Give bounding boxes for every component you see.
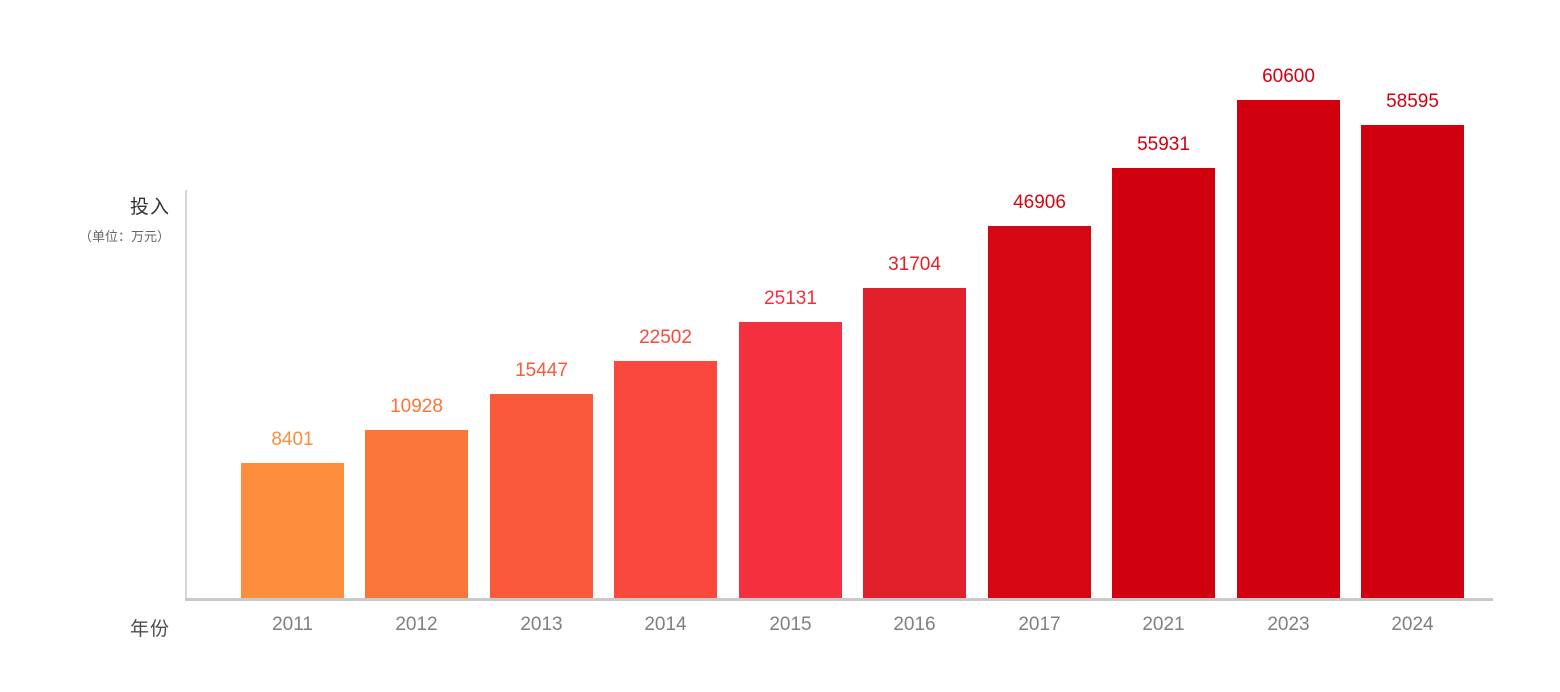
bar-value-label: 8401 <box>271 429 314 450</box>
x-tick-label: 2015 <box>769 614 812 635</box>
x-tick-label: 2011 <box>272 614 313 635</box>
bar-value-label: 46906 <box>1013 192 1066 213</box>
y-axis-unit-label: （单位：万元） <box>78 229 170 244</box>
y-axis-title-block: 投入 （单位：万元） <box>58 192 170 245</box>
bar-2014 <box>614 361 717 598</box>
bar-2012 <box>365 430 468 598</box>
bar-2017 <box>988 226 1091 598</box>
x-axis-line <box>185 598 1493 601</box>
y-axis-line <box>185 190 187 599</box>
bar-2013 <box>490 394 593 598</box>
y-axis-title: 投入 <box>129 197 170 218</box>
bar-2021 <box>1112 168 1215 598</box>
bar-2011 <box>241 463 344 598</box>
x-tick-label: 2016 <box>893 614 936 635</box>
bar-2015 <box>739 322 842 598</box>
bar-value-label: 10928 <box>390 396 443 417</box>
bar-value-label: 58595 <box>1386 91 1439 112</box>
bar-value-label: 25131 <box>764 288 817 309</box>
x-tick-label: 2023 <box>1267 614 1310 635</box>
bar-value-label: 55931 <box>1137 134 1190 155</box>
bar-2016 <box>863 288 966 598</box>
x-tick-label: 2014 <box>644 614 687 635</box>
bar-2023 <box>1237 100 1340 598</box>
bar-2024 <box>1361 125 1464 598</box>
bar-value-label: 31704 <box>888 254 941 275</box>
x-axis-title: 年份 <box>130 619 171 640</box>
x-tick-label: 2017 <box>1018 614 1061 635</box>
x-tick-label: 2013 <box>520 614 563 635</box>
bar-value-label: 15447 <box>515 360 568 381</box>
bars-container: 8401 10928 15447 22502 25131 31704 46906 55931 6… <box>186 0 1493 598</box>
bar-value-label: 22502 <box>639 327 692 348</box>
x-tick-label: 2012 <box>395 614 438 635</box>
x-tick-label: 2021 <box>1142 614 1185 635</box>
bar-value-label: 60600 <box>1262 66 1315 87</box>
x-tick-label: 2024 <box>1391 614 1434 635</box>
